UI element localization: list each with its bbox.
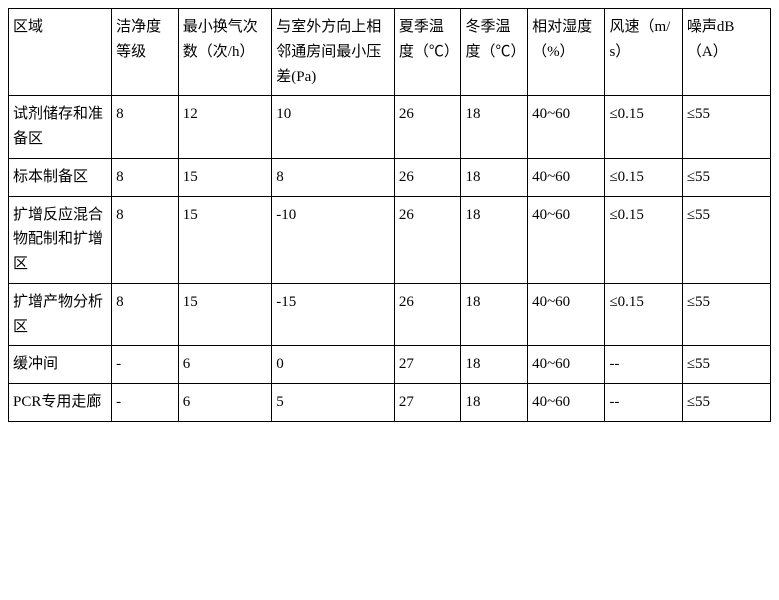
cell-cleanliness: 8 — [112, 158, 179, 196]
col-header-noise: 噪声dB（A） — [682, 9, 770, 96]
cell-winter-temp: 18 — [461, 158, 528, 196]
table-body: 试剂储存和准备区 8 12 10 26 18 40~60 ≤0.15 ≤55 标… — [9, 96, 771, 422]
cell-air-changes: 15 — [178, 196, 272, 283]
cell-cleanliness: 8 — [112, 196, 179, 283]
cell-summer-temp: 26 — [394, 158, 461, 196]
col-header-area: 区域 — [9, 9, 112, 96]
cell-humidity: 40~60 — [528, 384, 605, 422]
cell-pressure-diff: 0 — [272, 346, 395, 384]
cell-noise: ≤55 — [682, 158, 770, 196]
cell-summer-temp: 26 — [394, 283, 461, 346]
table-row: 扩增产物分析区 8 15 -15 26 18 40~60 ≤0.15 ≤55 — [9, 283, 771, 346]
cell-pressure-diff: -15 — [272, 283, 395, 346]
cell-air-changes: 15 — [178, 158, 272, 196]
cell-area: 缓冲间 — [9, 346, 112, 384]
col-header-winter-temp: 冬季温度（℃） — [461, 9, 528, 96]
cell-pressure-diff: 5 — [272, 384, 395, 422]
cell-noise: ≤55 — [682, 96, 770, 159]
parameters-table: 区域 洁净度等级 最小换气次数（次/h） 与室外方向上相邻通房间最小压差(Pa)… — [8, 8, 771, 422]
table-row: 缓冲间 - 6 0 27 18 40~60 -- ≤55 — [9, 346, 771, 384]
cell-winter-temp: 18 — [461, 196, 528, 283]
cell-winter-temp: 18 — [461, 96, 528, 159]
cell-cleanliness: - — [112, 346, 179, 384]
cell-air-changes: 15 — [178, 283, 272, 346]
cell-noise: ≤55 — [682, 283, 770, 346]
cell-cleanliness: - — [112, 384, 179, 422]
cell-noise: ≤55 — [682, 196, 770, 283]
cell-air-changes: 12 — [178, 96, 272, 159]
col-header-cleanliness: 洁净度等级 — [112, 9, 179, 96]
cell-cleanliness: 8 — [112, 283, 179, 346]
table-header: 区域 洁净度等级 最小换气次数（次/h） 与室外方向上相邻通房间最小压差(Pa)… — [9, 9, 771, 96]
cell-area: 标本制备区 — [9, 158, 112, 196]
cell-area: 试剂储存和准备区 — [9, 96, 112, 159]
cell-pressure-diff: 10 — [272, 96, 395, 159]
table-row: 扩增反应混合物配制和扩增区 8 15 -10 26 18 40~60 ≤0.15… — [9, 196, 771, 283]
col-header-wind-speed: 风速（m/s） — [605, 9, 682, 96]
cell-winter-temp: 18 — [461, 346, 528, 384]
cell-humidity: 40~60 — [528, 346, 605, 384]
cell-wind-speed: ≤0.15 — [605, 283, 682, 346]
cell-summer-temp: 26 — [394, 96, 461, 159]
cell-humidity: 40~60 — [528, 196, 605, 283]
cell-pressure-diff: -10 — [272, 196, 395, 283]
table-row: 标本制备区 8 15 8 26 18 40~60 ≤0.15 ≤55 — [9, 158, 771, 196]
cell-humidity: 40~60 — [528, 283, 605, 346]
cell-summer-temp: 26 — [394, 196, 461, 283]
cell-noise: ≤55 — [682, 346, 770, 384]
table-row: 试剂储存和准备区 8 12 10 26 18 40~60 ≤0.15 ≤55 — [9, 96, 771, 159]
cell-area: 扩增产物分析区 — [9, 283, 112, 346]
cell-wind-speed: ≤0.15 — [605, 196, 682, 283]
cell-winter-temp: 18 — [461, 384, 528, 422]
cell-noise: ≤55 — [682, 384, 770, 422]
cell-humidity: 40~60 — [528, 96, 605, 159]
cell-air-changes: 6 — [178, 384, 272, 422]
cell-summer-temp: 27 — [394, 384, 461, 422]
cell-wind-speed: ≤0.15 — [605, 158, 682, 196]
cell-wind-speed: -- — [605, 346, 682, 384]
cell-wind-speed: ≤0.15 — [605, 96, 682, 159]
col-header-pressure-diff: 与室外方向上相邻通房间最小压差(Pa) — [272, 9, 395, 96]
col-header-humidity: 相对湿度（%） — [528, 9, 605, 96]
cell-winter-temp: 18 — [461, 283, 528, 346]
cell-summer-temp: 27 — [394, 346, 461, 384]
header-row: 区域 洁净度等级 最小换气次数（次/h） 与室外方向上相邻通房间最小压差(Pa)… — [9, 9, 771, 96]
cell-cleanliness: 8 — [112, 96, 179, 159]
cell-area: 扩增反应混合物配制和扩增区 — [9, 196, 112, 283]
table-row: PCR专用走廊 - 6 5 27 18 40~60 -- ≤55 — [9, 384, 771, 422]
cell-humidity: 40~60 — [528, 158, 605, 196]
cell-area: PCR专用走廊 — [9, 384, 112, 422]
cell-wind-speed: -- — [605, 384, 682, 422]
col-header-air-changes: 最小换气次数（次/h） — [178, 9, 272, 96]
cell-air-changes: 6 — [178, 346, 272, 384]
cell-pressure-diff: 8 — [272, 158, 395, 196]
col-header-summer-temp: 夏季温度（℃） — [394, 9, 461, 96]
